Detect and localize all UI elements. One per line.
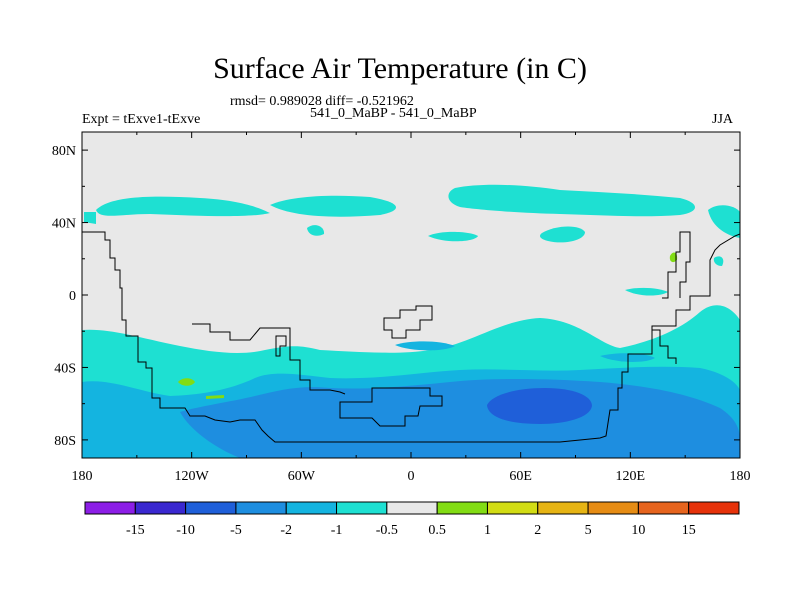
colorbar-label: 15: [682, 523, 696, 538]
colorbar-label: -5: [230, 523, 242, 538]
coastline-southeast: [652, 329, 677, 364]
cyan-patch-north-3: [448, 184, 695, 217]
colorbar-label: 10: [631, 523, 645, 538]
coastlines: [82, 231, 740, 443]
cyan-patch-north-8: [708, 205, 740, 238]
green-patch-3: [669, 252, 678, 263]
colorbar-label: 0.5: [428, 523, 446, 538]
colorbar-label: -2: [280, 523, 292, 538]
cyan-patch-north-6: [307, 225, 325, 236]
chart-title: Surface Air Temperature (in C): [213, 52, 587, 85]
coastline-west-small: [275, 335, 287, 357]
colorbar-swatch: [637, 501, 690, 515]
colorbar-label: 1: [484, 523, 491, 538]
colorbar-swatch: [537, 501, 589, 515]
x-tick-label: 0: [408, 469, 415, 484]
x-tick-label: 60W: [288, 469, 316, 484]
colorbar-label: 5: [585, 523, 592, 538]
comparison-label: 541_0_MaBP - 541_0_MaBP: [310, 106, 477, 121]
coastline-americas: [82, 231, 740, 443]
stats-label: rmsd= 0.989028 diff= -0.521962: [230, 94, 414, 109]
colorbar-swatch: [436, 501, 488, 515]
cyan-patch-north-10: [713, 256, 724, 266]
colorbar-label: -1: [331, 523, 343, 538]
coastline-island: [383, 305, 433, 339]
y-tick-label: 80S: [54, 434, 76, 449]
coastline-africa: [192, 323, 346, 395]
colorbar-swatch: [386, 501, 438, 515]
colorbar-label: -10: [176, 523, 195, 538]
x-tick-label: 120W: [175, 469, 210, 484]
green-patch-2: [206, 395, 224, 399]
colorbar-label: 2: [534, 523, 541, 538]
colorbar-label: -0.5: [376, 523, 398, 538]
x-tick-label: 60E: [509, 469, 532, 484]
y-tick-label: 0: [69, 289, 76, 304]
colorbar-swatch: [84, 501, 136, 515]
cyan-patch-north-5: [428, 231, 478, 242]
dark-blue-region-south: [487, 388, 592, 424]
colorbar-swatch: [587, 501, 639, 515]
y-axis: 80N 40N 0 40S 80S: [52, 144, 740, 449]
colorbar-swatch: [285, 501, 338, 515]
field-layer: [82, 132, 740, 458]
experiment-label: Expt = tExve1-tExve: [82, 112, 201, 127]
green-patch-1: [178, 378, 195, 386]
x-tick-label: 120E: [616, 469, 646, 484]
y-tick-label: 40N: [52, 217, 76, 232]
x-tick-label: 180: [730, 469, 751, 484]
cyan-patch-north-7: [84, 212, 96, 224]
colorbar-swatch: [134, 501, 187, 515]
colorbar: -15 -10 -5 -2 -1 -0.5 0.5 1 2 5 10 15: [84, 501, 740, 538]
colorbar-swatch: [336, 501, 388, 515]
y-tick-label: 80N: [52, 144, 76, 159]
colorbar-swatch: [235, 501, 287, 515]
x-axis: 180 120W 60W 0 60E 120E 180: [72, 132, 751, 484]
cyan-patch-north-9: [625, 287, 668, 296]
cyan-patch-north-4: [540, 226, 585, 243]
colorbar-swatch: [688, 501, 740, 515]
x-tick-label: 180: [72, 469, 93, 484]
light-blue-patch-1: [395, 341, 455, 351]
coastline-east: [662, 231, 691, 299]
season-label: JJA: [712, 112, 734, 127]
colorbar-label: -15: [126, 523, 145, 538]
colorbar-swatch: [185, 501, 237, 515]
coastline-australia: [339, 387, 443, 427]
cyan-patch-north-2: [270, 195, 397, 217]
colorbar-swatch: [486, 501, 539, 515]
cyan-patch-north-1: [96, 196, 270, 217]
y-tick-label: 40S: [54, 361, 76, 376]
